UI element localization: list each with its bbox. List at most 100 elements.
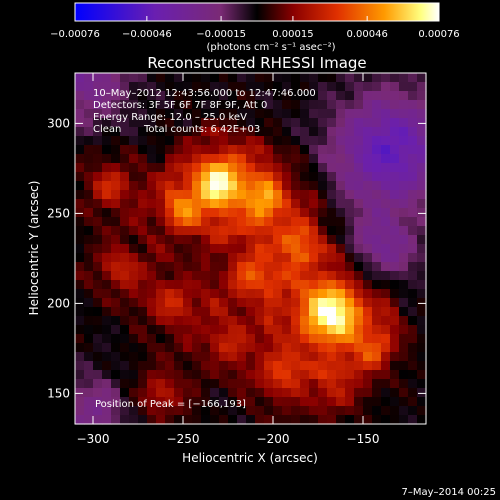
- heatmap-cell: [174, 244, 184, 254]
- heatmap-cell: [336, 154, 346, 164]
- heatmap-cell: [174, 289, 184, 299]
- heatmap-cell: [372, 154, 382, 164]
- heatmap-cell: [300, 397, 310, 407]
- heatmap-cell: [336, 172, 346, 182]
- heatmap-cell: [255, 325, 265, 335]
- heatmap-cell: [417, 181, 427, 191]
- heatmap-cell: [183, 388, 193, 398]
- heatmap-cell: [192, 334, 202, 344]
- heatmap-cell: [390, 379, 400, 389]
- heatmap-cell: [246, 181, 256, 191]
- heatmap-cell: [273, 388, 283, 398]
- heatmap-cell: [201, 100, 211, 110]
- heatmap-cell: [93, 388, 103, 398]
- heatmap-cell: [129, 316, 139, 326]
- heatmap-cell: [318, 145, 328, 155]
- heatmap-cell: [138, 343, 148, 353]
- heatmap-cell: [336, 370, 346, 380]
- heatmap-cell: [390, 352, 400, 362]
- heatmap-cell: [300, 82, 310, 92]
- heatmap-cell: [300, 181, 310, 191]
- heatmap-cell: [75, 199, 85, 209]
- heatmap-cell: [129, 118, 139, 128]
- heatmap-cell: [408, 118, 418, 128]
- heatmap-cell: [318, 73, 328, 83]
- heatmap-cell: [147, 370, 157, 380]
- heatmap-cell: [138, 415, 148, 425]
- heatmap-cell: [327, 172, 337, 182]
- heatmap-cell: [75, 361, 85, 371]
- heatmap-cell: [354, 118, 364, 128]
- heatmap-cell: [102, 118, 112, 128]
- heatmap-cell: [381, 181, 391, 191]
- x-tick-label: −250: [167, 432, 200, 446]
- heatmap-cell: [345, 280, 355, 290]
- heatmap-cell: [219, 145, 229, 155]
- heatmap-cell: [111, 244, 121, 254]
- heatmap-cell: [255, 253, 265, 263]
- heatmap-cell: [156, 307, 166, 317]
- heatmap-cell: [120, 190, 130, 200]
- heatmap-cell: [201, 181, 211, 191]
- heatmap-cell: [183, 199, 193, 209]
- heatmap-cell: [84, 172, 94, 182]
- heatmap-cell: [93, 352, 103, 362]
- heatmap-cell: [255, 388, 265, 398]
- heatmap-cell: [417, 154, 427, 164]
- heatmap-cell: [327, 388, 337, 398]
- heatmap-cell: [291, 145, 301, 155]
- heatmap-cell: [183, 235, 193, 245]
- heatmap-cell: [210, 370, 220, 380]
- heatmap-cell: [102, 397, 112, 407]
- heatmap-cell: [246, 217, 256, 227]
- heatmap-cell: [111, 253, 121, 263]
- heatmap-cell: [264, 343, 274, 353]
- heatmap-cell: [390, 199, 400, 209]
- heatmap-cell: [246, 208, 256, 218]
- heatmap-cell: [111, 109, 121, 119]
- heatmap-cell: [147, 415, 157, 425]
- heatmap-cell: [246, 154, 256, 164]
- heatmap-cell: [399, 316, 409, 326]
- heatmap-cell: [165, 289, 175, 299]
- heatmap-cell: [192, 82, 202, 92]
- heatmap-cell: [129, 343, 139, 353]
- heatmap-cell: [354, 73, 364, 83]
- heatmap-cell: [246, 136, 256, 146]
- heatmap-cell: [201, 343, 211, 353]
- heatmap-cell: [255, 163, 265, 173]
- heatmap-cell: [300, 253, 310, 263]
- heatmap-cell: [93, 181, 103, 191]
- heatmap-cell: [228, 388, 238, 398]
- heatmap-cell: [408, 208, 418, 218]
- heatmap-cell: [201, 271, 211, 281]
- heatmap-cell: [318, 343, 328, 353]
- heatmap-cell: [345, 262, 355, 272]
- heatmap-cell: [75, 370, 85, 380]
- heatmap-cell: [93, 118, 103, 128]
- heatmap-cell: [264, 226, 274, 236]
- heatmap-cell: [219, 181, 229, 191]
- heatmap-cell: [255, 361, 265, 371]
- heatmap-cell: [183, 334, 193, 344]
- heatmap-cell: [228, 145, 238, 155]
- heatmap-cell: [120, 235, 130, 245]
- heatmap-cell: [309, 343, 319, 353]
- heatmap-cell: [102, 154, 112, 164]
- y-tick-label: 200: [47, 296, 70, 310]
- heatmap-cell: [210, 199, 220, 209]
- heatmap-cell: [93, 73, 103, 83]
- heatmap-cell: [354, 190, 364, 200]
- heatmap-cell: [372, 388, 382, 398]
- heatmap-cell: [156, 73, 166, 83]
- heatmap-cell: [417, 289, 427, 299]
- heatmap-cell: [75, 163, 85, 173]
- heatmap-cell: [165, 109, 175, 119]
- heatmap-cell: [93, 244, 103, 254]
- heatmap-cell: [228, 235, 238, 245]
- heatmap-cell: [201, 73, 211, 83]
- heatmap-cell: [309, 109, 319, 119]
- heatmap-cell: [399, 298, 409, 308]
- heatmap-cell: [300, 271, 310, 281]
- heatmap-cell: [228, 163, 238, 173]
